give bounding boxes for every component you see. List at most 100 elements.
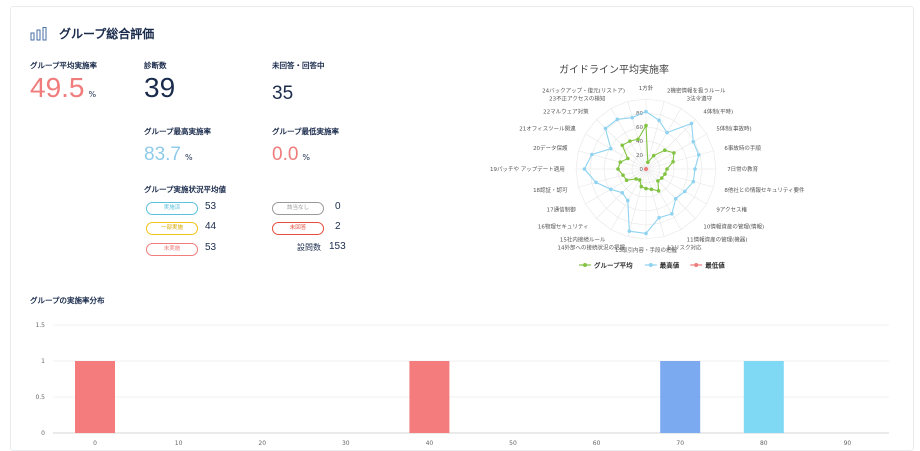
- status-value-not-applicable: 0: [335, 201, 341, 212]
- radar-average-point: [637, 178, 642, 182]
- radar-average-point: [656, 179, 660, 183]
- radar-max-point: [626, 198, 630, 203]
- radar-average-point: [649, 187, 654, 192]
- max-rate-label: グループ最高実施率: [144, 127, 212, 136]
- radar-max-point: [682, 189, 687, 194]
- bar-chart-icon: [30, 27, 47, 41]
- distribution-chart: 0 0.5 1 1.5 0 10 20 30 40 50 60 70 80 90: [35, 322, 889, 447]
- radar-axis-label: 13取引内容・手段の把握: [615, 246, 677, 254]
- radar-average-point: [616, 167, 620, 171]
- avg-rate-value: 49.5: [30, 72, 85, 103]
- radar-spoke: [645, 168, 714, 188]
- radar-legend-label: 最高値: [660, 261, 680, 270]
- radar-tick-label: 0: [640, 167, 644, 173]
- min-rate-label: グループ最低実施率: [272, 127, 340, 136]
- radar-max-point: [609, 187, 613, 192]
- radar-average-point: [672, 151, 676, 155]
- radar-axis-label: 22マルウェア対策: [543, 108, 589, 116]
- radar-legend-marker: [583, 263, 587, 267]
- radar-average-point: [646, 160, 650, 165]
- radar-max-point: [603, 126, 608, 131]
- min-rate-unit: %: [302, 153, 311, 162]
- radar-axis-label: 3法令遵守: [687, 95, 713, 103]
- radar-tick-label: 40: [636, 139, 643, 145]
- radar-axis-label: 19パッチや アップデート適用: [490, 165, 565, 173]
- radar-axis-label: 21オフィスツール関連: [519, 124, 576, 132]
- unanswered-label: 未回答・回答中: [272, 61, 325, 70]
- radar-axis-label: 2機密情報を扱うルール: [667, 87, 726, 95]
- radar-axis-label: 17通信制御: [547, 206, 576, 214]
- distribution-x-tick: 30: [342, 440, 350, 447]
- status-value-not-done: 53: [205, 242, 217, 253]
- radar-max-point: [691, 179, 696, 184]
- radar-average-point: [663, 172, 667, 176]
- radar-axis-label: 20データ保護: [533, 144, 568, 152]
- radar-spoke: [645, 168, 707, 205]
- radar-axis-label: 9アクセス権: [716, 206, 747, 214]
- radar-average-point: [636, 137, 640, 142]
- radar-legend-marker: [648, 263, 653, 267]
- page-title: グループ総合評価: [59, 27, 155, 41]
- radar-spoke: [645, 108, 682, 170]
- radar-max-point: [644, 109, 648, 114]
- radar-legend-marker: [694, 263, 699, 267]
- radar-average-point: [659, 176, 664, 180]
- radar-title: ガイドライン平均実施率: [559, 65, 669, 76]
- distribution-bar: [409, 361, 450, 433]
- radar-max-point: [693, 167, 697, 171]
- radar-axis-label: 14外部への接続状況の把握: [557, 243, 625, 251]
- status-badge-partial: 一部実施: [146, 222, 198, 235]
- status-value-partial: 44: [205, 221, 217, 232]
- distribution-x-tick: 50: [509, 440, 517, 447]
- radar-average-point: [639, 184, 644, 189]
- distribution-y-tick: 0: [41, 430, 45, 437]
- radar-axis-label: 4体制(平時): [703, 108, 733, 116]
- radar-max-point: [644, 231, 648, 236]
- radar-average-point: [620, 143, 625, 148]
- radar-axis-label: 12リスク対応: [667, 243, 702, 251]
- radar-axis-label: 7日常の教育: [727, 165, 758, 173]
- radar-max-point: [609, 146, 613, 151]
- distribution-x-tick: 20: [258, 440, 266, 447]
- radar-average-point: [656, 189, 661, 193]
- avg-rate-label: グループ平均実施率: [30, 61, 98, 70]
- status-badge-done: 実施済: [146, 202, 198, 215]
- radar-spoke: [585, 133, 647, 170]
- radar-spoke: [645, 168, 696, 219]
- status-badge-not-applicable: 該当なし: [272, 202, 324, 215]
- radar-average-point: [644, 123, 648, 128]
- status-badge-not-done: 未実施: [146, 243, 198, 256]
- distribution-bar: [660, 361, 701, 433]
- status-value-unanswered: 2: [335, 221, 341, 232]
- radar-spoke: [578, 168, 647, 188]
- radar-spoke: [645, 119, 696, 170]
- radar-max-point: [615, 117, 620, 122]
- radar-max-point: [620, 190, 625, 195]
- radar-max-point: [657, 118, 661, 123]
- min-rate-value: 0.0: [272, 144, 299, 165]
- radar-average-point: [651, 153, 656, 158]
- distribution-y-tick: 1.5: [35, 322, 45, 329]
- radar-average-point: [621, 173, 625, 177]
- radar-max-point: [689, 121, 694, 126]
- question-count-label: 設問数: [297, 243, 321, 252]
- radar-spoke: [645, 150, 714, 170]
- radar-average-point: [663, 148, 667, 152]
- radar-axis-label: 6事故時の手順: [724, 144, 761, 152]
- radar-spoke: [627, 168, 647, 237]
- diagnosis-count-value: 39: [144, 72, 176, 103]
- unanswered-value: 35: [272, 83, 294, 104]
- radar-axis-label: 16物理セキュリティ: [538, 222, 589, 230]
- distribution-y-tick: 1: [41, 358, 45, 365]
- radar-average-point: [624, 178, 629, 182]
- radar-axis-label: 18認証・認可: [533, 186, 568, 194]
- radar-max-point: [691, 139, 696, 144]
- question-count-value: 153: [329, 241, 346, 252]
- radar-legend-label: グループ平均: [594, 261, 633, 270]
- radar-max-point: [627, 229, 632, 234]
- distribution-title: グループの実施率分布: [30, 296, 105, 305]
- distribution-x-tick: 80: [760, 440, 768, 447]
- radar-spoke: [645, 133, 707, 170]
- max-rate: 83.7%: [144, 145, 193, 164]
